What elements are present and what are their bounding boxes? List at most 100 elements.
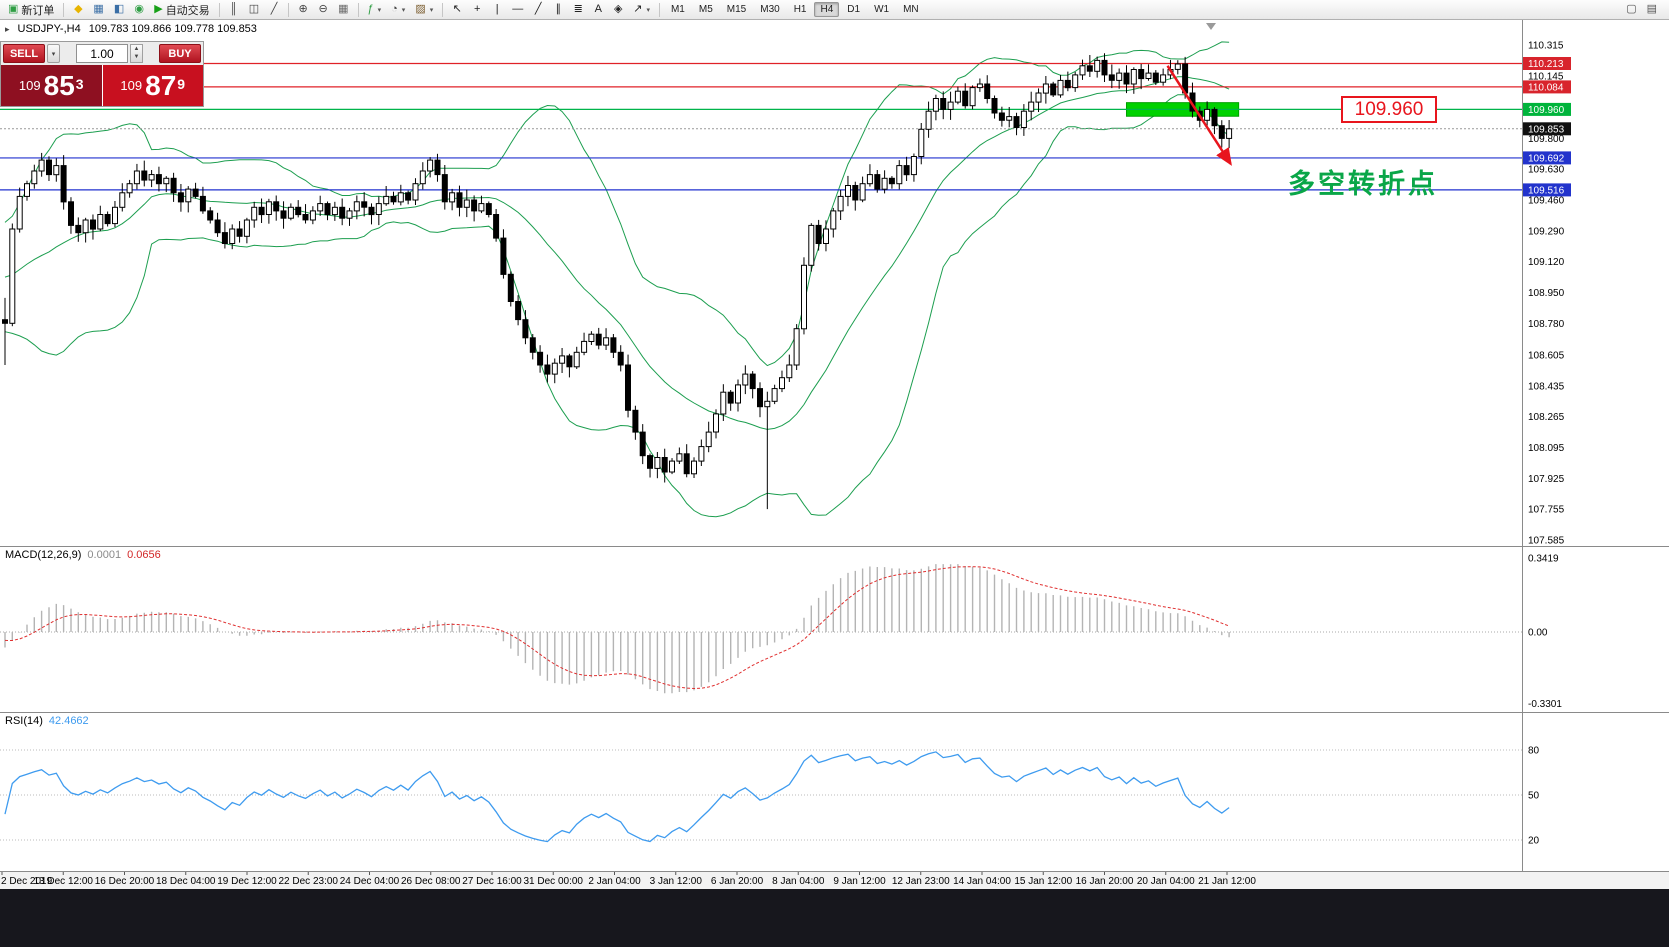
svg-text:15 Jan 12:00: 15 Jan 12:00 <box>1014 876 1072 887</box>
channel-icon[interactable]: ∥ <box>549 2 567 18</box>
periods-icon: ◔ <box>391 3 398 15</box>
rsi-value: 42.4662 <box>48 715 89 727</box>
cursor-icon[interactable]: ↖ <box>448 2 466 18</box>
timeframe-w1[interactable]: W1 <box>874 4 890 15</box>
down-trend-arrow <box>1166 65 1232 166</box>
collapse-arrow-icon[interactable]: ▸ <box>5 23 10 34</box>
label-icon[interactable]: ◈ <box>609 2 627 18</box>
svg-text:109.460: 109.460 <box>1528 196 1565 207</box>
horizontal-line-icon[interactable]: — <box>508 2 527 18</box>
svg-text:24 Dec 04:00: 24 Dec 04:00 <box>340 876 400 887</box>
svg-text:14 Jan 04:00: 14 Jan 04:00 <box>953 876 1011 887</box>
svg-text:107.585: 107.585 <box>1528 535 1565 546</box>
svg-text:18 Dec 04:00: 18 Dec 04:00 <box>156 876 216 887</box>
arrows-icon[interactable]: ↗ ▾ <box>629 2 654 18</box>
timeframe-m15[interactable]: M15 <box>726 4 747 15</box>
macd-histogram <box>4 564 1230 694</box>
candle-chart-icon: ◫ <box>248 3 260 15</box>
candle-chart-icon[interactable]: ◫ <box>245 2 263 18</box>
timeframe-m1[interactable]: M1 <box>670 4 685 15</box>
svg-text:22 Dec 23:00: 22 Dec 23:00 <box>279 876 339 887</box>
timeframe-mn[interactable]: MN <box>903 4 919 15</box>
ask-prefix: 109 <box>120 78 143 93</box>
zoom-in-icon: ⊕ <box>298 3 308 15</box>
timeframe-d1[interactable]: D1 <box>847 4 861 15</box>
svg-text:9 Jan 12:00: 9 Jan 12:00 <box>833 876 886 887</box>
svg-text:80: 80 <box>1528 746 1540 757</box>
svg-text:109.630: 109.630 <box>1528 165 1565 176</box>
chart-title: ▸ USDJPY-,H4 109.783 109.866 109.778 109… <box>5 23 257 35</box>
time-scale-bg <box>0 872 1669 889</box>
ask-price-panel[interactable]: 109 87 9 <box>102 65 203 106</box>
sell-button[interactable]: SELL <box>3 44 45 63</box>
timeframe-m5[interactable]: M5 <box>698 4 713 15</box>
timeframe-h1[interactable]: H1 <box>793 4 807 15</box>
crosshair-icon: + <box>474 3 481 15</box>
periods-icon[interactable]: ◔ ▾ <box>387 2 409 18</box>
horizontal-line-icon: — <box>512 3 524 15</box>
spin-up-icon[interactable]: ▲ <box>133 46 140 53</box>
zoom-out-icon[interactable]: ⊖ <box>314 2 332 18</box>
new-order-button[interactable]: ▣ 新订单 <box>4 2 58 18</box>
data-window-icon[interactable]: ◧ <box>110 2 128 18</box>
trendline-icon: ╱ <box>534 3 542 15</box>
svg-text:110.145: 110.145 <box>1528 71 1564 82</box>
svg-text:12 Jan 23:00: 12 Jan 23:00 <box>892 876 950 887</box>
trendline-icon[interactable]: ╱ <box>529 2 547 18</box>
svg-text:8 Jan 04:00: 8 Jan 04:00 <box>772 876 825 887</box>
ask-pipette: 9 <box>177 75 186 92</box>
indicators-icon[interactable]: ƒ ▾ <box>364 2 386 18</box>
web-community-icon[interactable]: ◉ <box>130 2 148 18</box>
svg-text:20: 20 <box>1528 836 1540 847</box>
chart-symbol: USDJPY-,H4 <box>17 23 81 35</box>
tile-windows-icon[interactable]: ▦ <box>334 2 352 18</box>
svg-text:110.315: 110.315 <box>1528 41 1564 52</box>
bollinger-upper-band <box>4 41 1230 367</box>
profiles-icon[interactable]: ▤ <box>1643 2 1661 18</box>
svg-text:0.00: 0.00 <box>1528 628 1548 639</box>
price-badge <box>1523 57 1571 70</box>
rsi-panel-layer <box>0 749 1522 843</box>
vertical-line-icon[interactable]: | <box>488 2 506 18</box>
bar-chart-icon[interactable]: ║ <box>225 2 243 18</box>
price-scale[interactable]: 110.315110.145109.975109.800109.630109.4… <box>1523 41 1571 847</box>
fibonacci-icon[interactable]: ≣ <box>569 2 587 18</box>
price-badge <box>1523 151 1571 165</box>
timeframe-h4[interactable]: H4 <box>814 2 840 17</box>
volume-input[interactable] <box>76 44 128 63</box>
price-badge <box>1523 122 1571 136</box>
crosshair-icon[interactable]: + <box>468 2 486 18</box>
chevron-down-icon: ▾ <box>377 6 382 14</box>
templates-icon[interactable]: ▨ ▾ <box>411 2 437 18</box>
chart-shift-marker[interactable] <box>1206 23 1216 30</box>
svg-text:108.095: 108.095 <box>1528 443 1565 454</box>
spin-down-icon[interactable]: ▼ <box>133 53 140 60</box>
text-icon[interactable]: A <box>589 2 607 18</box>
autotrading-button[interactable]: ▶ 自动交易 <box>150 2 213 18</box>
svg-text:16 Dec 20:00: 16 Dec 20:00 <box>95 876 155 887</box>
macd-signal-line <box>4 566 1230 690</box>
timeframe-m30[interactable]: M30 <box>760 4 780 15</box>
new-chart-icon: ▢ <box>1626 3 1637 15</box>
toolbar-separator <box>658 2 660 17</box>
new-order-button-label: 新订单 <box>21 4 55 17</box>
autotrading-button: ▶ <box>154 3 163 15</box>
metaquotes-icon[interactable]: ◆ <box>69 2 87 18</box>
svg-text:27 Dec 16:00: 27 Dec 16:00 <box>462 876 522 887</box>
autotrading-button-label: 自动交易 <box>165 4 210 17</box>
sell-options-caret[interactable]: ▾ <box>47 44 60 63</box>
buy-button[interactable]: BUY <box>159 44 201 63</box>
line-chart-icon[interactable]: ╱ <box>265 2 283 18</box>
price-badge <box>1523 80 1571 94</box>
market-watch-icon[interactable]: ▦ <box>89 2 107 18</box>
zoom-in-icon[interactable]: ⊕ <box>294 2 312 18</box>
indicators-icon: ƒ <box>367 3 374 15</box>
volume-spinner[interactable]: ▲ ▼ <box>130 44 143 63</box>
svg-text:109.853: 109.853 <box>1528 124 1565 135</box>
new-chart-icon[interactable]: ▢ <box>1622 2 1640 18</box>
rsi-indicator-label: RSI(14) 42.4662 <box>5 715 89 727</box>
bid-price-panel[interactable]: 109 85 3 <box>1 65 102 106</box>
